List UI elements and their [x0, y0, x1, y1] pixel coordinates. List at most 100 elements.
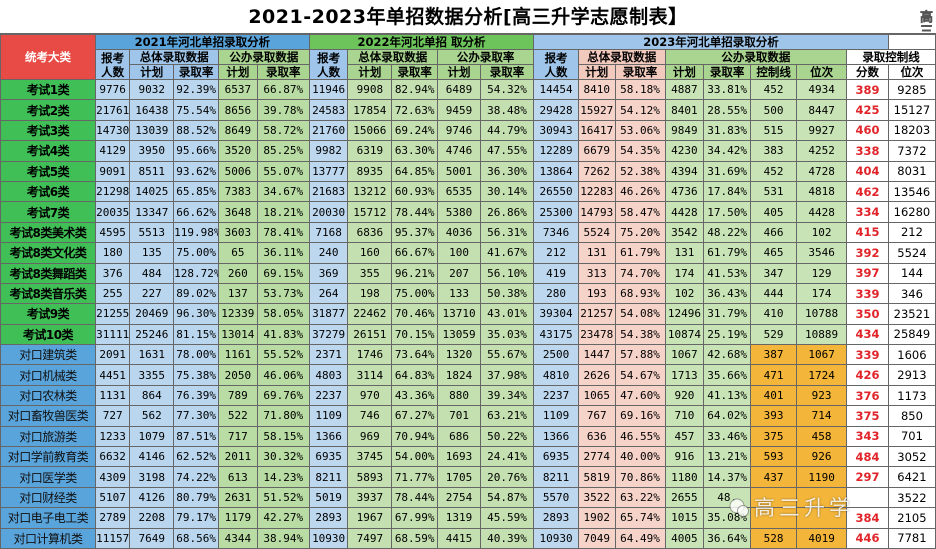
cell-p23: 193 [578, 282, 616, 305]
header-rate: 录取率 [391, 64, 439, 80]
cell-pp22: 686 [437, 425, 481, 448]
cell-pr21: 71.80% [256, 405, 310, 427]
cell-r23: 69.16% [614, 405, 666, 427]
cell-r22: 72.63% [391, 99, 439, 121]
cell-a21: 14730 [94, 119, 131, 142]
cell-r23: 52.38% [614, 160, 666, 182]
cell-pr23: 25.19% [703, 323, 752, 346]
cell-ctl: 466 [750, 221, 798, 244]
cell-p22: 160 [347, 242, 393, 264]
cell-pr21: 18.21% [256, 201, 310, 223]
cell-rank2: 25849 [887, 323, 936, 346]
cell-score: 389 [846, 78, 889, 101]
cell-r21: 80.79% [173, 486, 220, 509]
cell-ctl: 410 [750, 303, 798, 325]
header-control-line: 控制线 [750, 64, 798, 80]
cell-rank2: 346 [887, 282, 936, 305]
cell-rank [796, 486, 848, 509]
header-year-2022: 2022年河北单招 取分析 [308, 34, 535, 50]
category-cell: 对口医学类 [0, 466, 96, 488]
cell-score: 434 [846, 323, 889, 346]
table-row: 考试2类 21761 16438 75.54% 8656 39.78% 24583 17854… [0, 99, 936, 121]
cell-pp22: 2754 [437, 486, 481, 509]
cell-pp21: 522 [218, 405, 258, 427]
cell-r21: 89.02% [173, 282, 220, 305]
cell-a22: 13777 [308, 160, 349, 182]
cell-pr23: 34.42% [703, 140, 752, 162]
cell-r21: 77.30% [173, 405, 220, 427]
category-cell: 考试4类 [0, 140, 96, 162]
cell-p21: 135 [129, 242, 175, 264]
cell-pr22: 54.32% [479, 78, 535, 101]
category-cell: 对口旅游类 [0, 425, 96, 448]
cell-a21: 9091 [94, 160, 131, 182]
cell-p22: 3937 [347, 486, 393, 509]
cell-a21: 11157 [94, 527, 131, 549]
cell-a23: 2893 [533, 507, 579, 529]
cell-r23: 68.93% [614, 282, 666, 305]
cell-p23: 6679 [578, 140, 616, 162]
cell-a21: 21761 [94, 99, 131, 121]
cell-pp22: 13710 [437, 303, 481, 325]
cell-p22: 5893 [347, 466, 393, 488]
cell-p21: 562 [129, 405, 175, 427]
cell-pr21: 85.25% [256, 140, 310, 162]
cell-pp23: 4230 [664, 140, 705, 162]
cell-score: 425 [846, 99, 889, 121]
table-row: 考试8类音乐类 255 227 89.02% 137 53.73% 264 198 75.00%… [0, 282, 936, 305]
table-row: 对口农林类 1131 864 76.39% 789 69.76% 2237 970 43.36%… [0, 384, 936, 407]
cell-p22: 3745 [347, 446, 393, 468]
cell-pr21: 66.87% [256, 78, 310, 101]
cell-rank: 714 [796, 405, 848, 427]
cell-p22: 3114 [347, 364, 393, 386]
category-cell: 对口建筑类 [0, 344, 96, 366]
cell-p23: 313 [578, 262, 616, 284]
cell-score: 446 [846, 527, 889, 549]
cell-r23: 54.08% [614, 303, 666, 325]
cell-ctl: 401 [750, 384, 798, 407]
category-cell: 对口学前教育类 [0, 446, 96, 468]
cell-pr22: 50.38% [479, 282, 535, 305]
cell-rank: 4428 [796, 201, 848, 223]
cell-r23: 54.35% [614, 140, 666, 162]
cell-pr22: 24.41% [479, 446, 535, 468]
cell-pr22: 20.76% [479, 466, 535, 488]
cell-pp22: 13059 [437, 323, 481, 346]
cell-rank2: 8031 [887, 160, 936, 182]
cell-r23: 40.00% [614, 446, 666, 468]
cell-p21: 20469 [129, 303, 175, 325]
cell-r22: 70.15% [391, 323, 439, 346]
cell-rank [796, 507, 848, 529]
cell-a21: 1131 [94, 384, 131, 407]
cell-pp21: 4344 [218, 527, 258, 549]
cell-a23: 1109 [533, 405, 579, 427]
cell-a23: 7346 [533, 221, 579, 244]
cell-r23: 54.12% [614, 99, 666, 121]
cell-r23: 58.47% [614, 201, 666, 223]
table-row: 考试5类 9091 8511 93.62% 5006 55.07% 13777 8935 64.… [0, 160, 936, 182]
cell-pr22: 35.03% [479, 323, 535, 346]
cell-pp22: 1319 [437, 507, 481, 529]
cell-pp21: 2631 [218, 486, 258, 509]
cell-a23: 14454 [533, 78, 579, 101]
header-plan: 计划 [664, 64, 705, 80]
cell-rank2: 6421 [887, 466, 936, 488]
cell-p22: 7497 [347, 527, 393, 549]
cell-p22: 13212 [347, 180, 393, 203]
cell-a23: 5570 [533, 486, 579, 509]
cell-pr21: 55.07% [256, 160, 310, 182]
cell-pr21: 58.72% [256, 119, 310, 142]
cell-r23: 74.70% [614, 262, 666, 284]
cell-pr22: 56.31% [479, 221, 535, 244]
cell-pr22: 38.48% [479, 99, 535, 121]
cell-ctl: 444 [750, 282, 798, 305]
cell-rank2: 1173 [887, 384, 936, 407]
table-row: 考试8类舞蹈类 376 484 128.72% 260 69.15% 369 355 96.21… [0, 262, 936, 284]
cell-a22: 1109 [308, 405, 349, 427]
cell-a21: 376 [94, 262, 131, 284]
cell-rank: 10788 [796, 303, 848, 325]
table-row: 对口畜牧兽医类 727 562 77.30% 522 71.80% 1109 746 67.27… [0, 405, 936, 427]
cell-r22: 54.00% [391, 446, 439, 468]
cell-pp23: 1713 [664, 364, 705, 386]
cell-pr22: 44.79% [479, 119, 535, 142]
